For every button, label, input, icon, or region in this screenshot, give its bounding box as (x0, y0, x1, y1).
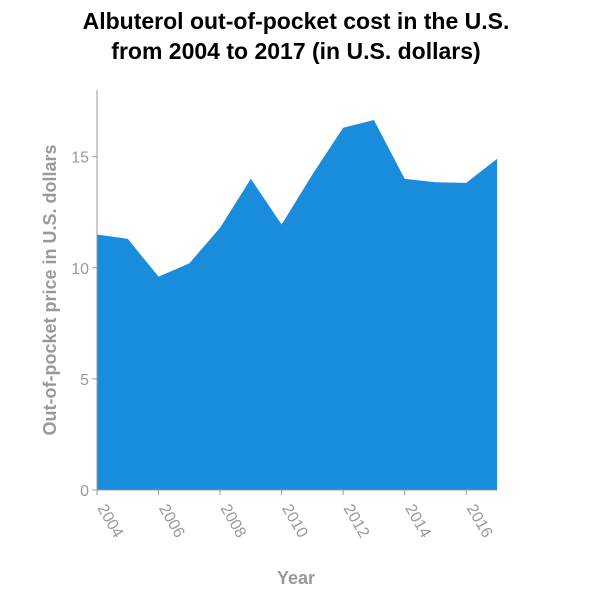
y-tick-label-15: 15 (71, 150, 89, 167)
chart-title-line-1: Albuterol out-of-pocket cost in the U.S. (82, 8, 510, 34)
x-tick-label-2008: 2008 (217, 502, 250, 541)
y-tick-label-5: 5 (80, 372, 89, 389)
x-tick-label-2004: 2004 (94, 502, 127, 541)
x-tick-label-2010: 2010 (278, 502, 311, 541)
x-tick-label-2016: 2016 (463, 502, 496, 541)
x-tick-label-2012: 2012 (340, 502, 373, 541)
y-axis-label: Out-of-pocket price in U.S. dollars (40, 144, 60, 435)
x-axis-label: Year (277, 568, 315, 588)
chart-title-line-2: from 2004 to 2017 (in U.S. dollars) (111, 38, 481, 64)
y-tick-label-0: 0 (80, 483, 89, 500)
x-tick-label-2006: 2006 (155, 502, 188, 541)
area-series (97, 120, 497, 490)
y-tick-label-10: 10 (71, 261, 89, 278)
chart-title: Albuterol out-of-pocket cost in the U.S.… (0, 6, 592, 66)
x-tick-label-2014: 2014 (401, 502, 434, 541)
